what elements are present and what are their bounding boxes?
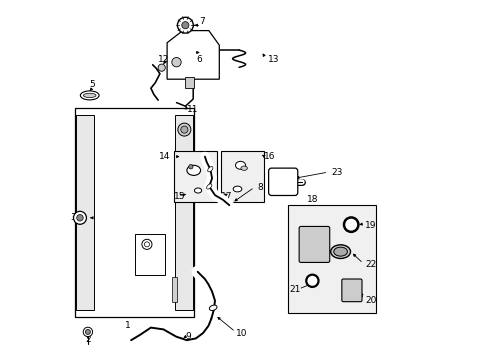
- Text: 17: 17: [221, 192, 232, 201]
- Circle shape: [85, 329, 90, 334]
- Text: 12: 12: [157, 55, 168, 64]
- Text: 13: 13: [267, 55, 279, 64]
- Ellipse shape: [235, 161, 245, 169]
- Circle shape: [73, 211, 86, 224]
- Text: 21: 21: [289, 285, 300, 294]
- Text: 22: 22: [365, 260, 376, 269]
- Circle shape: [171, 58, 181, 67]
- Bar: [175, 115, 193, 310]
- Circle shape: [77, 215, 83, 221]
- Text: 4: 4: [153, 267, 159, 276]
- Ellipse shape: [207, 167, 212, 172]
- FancyBboxPatch shape: [268, 168, 297, 195]
- Ellipse shape: [194, 188, 201, 193]
- Circle shape: [305, 275, 318, 287]
- Bar: [221, 151, 264, 202]
- Ellipse shape: [80, 91, 99, 100]
- Text: 5: 5: [89, 80, 95, 89]
- Ellipse shape: [330, 245, 350, 258]
- Text: 3: 3: [70, 213, 76, 222]
- Text: 1: 1: [124, 321, 130, 330]
- Text: 18: 18: [306, 195, 318, 204]
- Circle shape: [177, 17, 193, 33]
- Ellipse shape: [333, 247, 347, 256]
- Text: 19: 19: [365, 220, 376, 230]
- Ellipse shape: [233, 186, 242, 192]
- Circle shape: [178, 123, 190, 136]
- Polygon shape: [167, 31, 219, 79]
- Text: 23: 23: [330, 168, 342, 177]
- Circle shape: [343, 217, 358, 232]
- Text: 6: 6: [196, 55, 201, 64]
- Circle shape: [181, 126, 187, 133]
- Bar: [76, 115, 94, 310]
- Ellipse shape: [241, 166, 247, 170]
- FancyBboxPatch shape: [299, 226, 329, 262]
- Text: 2: 2: [85, 335, 91, 344]
- Text: 16: 16: [264, 152, 275, 161]
- Bar: [185, 77, 194, 88]
- Circle shape: [182, 22, 188, 29]
- Text: 7: 7: [199, 17, 205, 26]
- Bar: [75, 108, 194, 317]
- Circle shape: [83, 327, 92, 337]
- Text: 8: 8: [257, 183, 263, 192]
- FancyBboxPatch shape: [341, 279, 361, 302]
- Circle shape: [144, 242, 149, 247]
- Ellipse shape: [186, 165, 200, 175]
- Text: 14: 14: [159, 152, 170, 161]
- Ellipse shape: [209, 305, 217, 311]
- Text: 20: 20: [365, 296, 376, 305]
- Text: 9: 9: [185, 332, 191, 341]
- Circle shape: [158, 64, 165, 71]
- Text: 10: 10: [235, 328, 246, 338]
- Bar: [174, 151, 217, 202]
- Text: 15: 15: [174, 192, 185, 201]
- Text: 11: 11: [186, 105, 198, 114]
- Bar: [171, 277, 177, 302]
- Ellipse shape: [206, 184, 211, 189]
- Bar: [134, 234, 165, 275]
- Circle shape: [142, 239, 152, 249]
- Circle shape: [188, 165, 193, 169]
- Ellipse shape: [83, 93, 96, 98]
- Bar: [287, 205, 375, 313]
